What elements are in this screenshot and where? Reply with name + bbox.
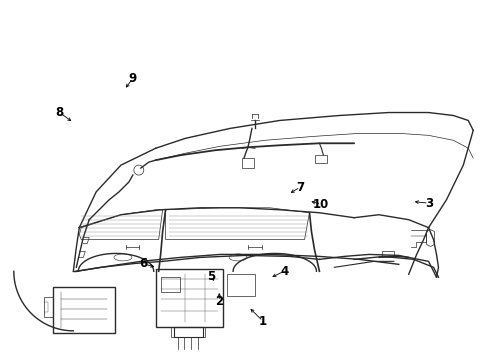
Text: 8: 8 bbox=[55, 105, 63, 119]
Text: 3: 3 bbox=[424, 197, 432, 210]
Text: 5: 5 bbox=[207, 270, 215, 283]
Text: 2: 2 bbox=[215, 295, 223, 308]
Text: 9: 9 bbox=[128, 72, 137, 85]
Text: 7: 7 bbox=[296, 181, 304, 194]
Text: 6: 6 bbox=[139, 257, 147, 270]
Text: 4: 4 bbox=[280, 265, 288, 278]
Text: 1: 1 bbox=[258, 315, 266, 328]
Text: 10: 10 bbox=[312, 198, 328, 211]
